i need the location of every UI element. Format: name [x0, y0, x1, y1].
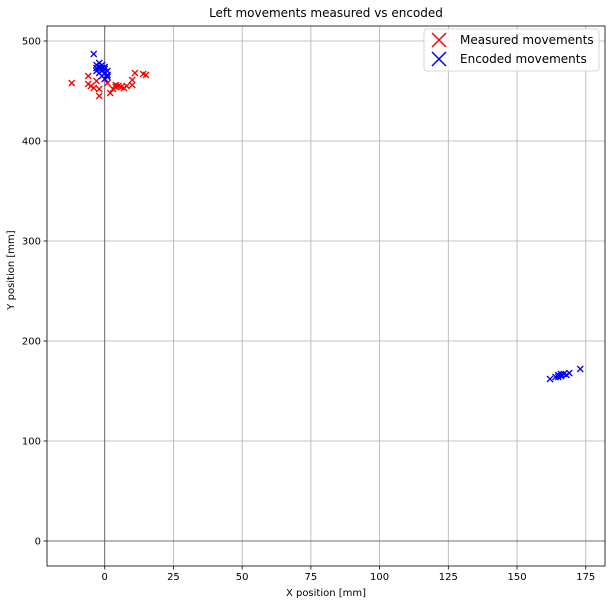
legend: Measured movements Encoded movements	[423, 28, 600, 72]
measured-point	[84, 72, 92, 80]
data-points	[68, 50, 584, 383]
y-tick-label: 200	[22, 337, 41, 348]
measured-point	[142, 71, 150, 79]
measured-point	[90, 84, 98, 92]
legend-label: Encoded movements	[460, 52, 587, 66]
legend-marker-measured	[431, 32, 447, 48]
legend-label: Measured movements	[460, 33, 594, 47]
x-tick-label: 25	[167, 572, 180, 583]
x-tick-label: 125	[439, 572, 458, 583]
grid-lines	[47, 26, 605, 566]
encoded-point	[554, 373, 562, 381]
measured-point	[128, 81, 136, 89]
encoded-point	[104, 73, 111, 81]
measured-point	[106, 89, 114, 97]
y-ticks: 0 100 200 300 400 500	[22, 37, 47, 548]
measured-point	[104, 79, 111, 87]
x-tick-label: 0	[102, 572, 108, 583]
measured-point	[68, 79, 76, 87]
y-tick-label: 100	[22, 437, 41, 448]
encoded-point	[90, 50, 98, 58]
measured-point	[131, 69, 139, 77]
y-tick-label: 400	[22, 137, 41, 148]
legend-marker-encoded	[431, 51, 447, 67]
measured-point	[95, 92, 103, 100]
x-tick-label: 100	[370, 572, 389, 583]
measured-point	[95, 85, 103, 93]
encoded-point	[576, 365, 584, 373]
legend-box	[423, 28, 600, 72]
x-tick-label: 50	[236, 572, 249, 583]
encoded-point	[93, 64, 100, 72]
y-tick-label: 0	[35, 537, 41, 548]
chart-title: Left movements measured vs encoded	[209, 6, 443, 20]
encoded-point	[546, 375, 554, 383]
x-tick-label: 75	[305, 572, 318, 583]
x-tick-label: 175	[576, 572, 595, 583]
y-tick-label: 300	[22, 237, 41, 248]
zero-axis-lines	[47, 26, 605, 566]
y-tick-label: 500	[22, 37, 41, 48]
measured-point	[112, 83, 120, 91]
measured-point	[123, 82, 131, 90]
plot-frame	[46, 25, 606, 567]
x-axis-label: X position [mm]	[286, 588, 366, 599]
y-axis-label: Y position [mm]	[6, 230, 17, 310]
encoded-point	[98, 64, 106, 72]
measured-point	[128, 76, 136, 84]
x-ticks: 0 25 50 75 100 125 150 175	[102, 566, 595, 583]
encoded-point	[565, 369, 573, 377]
measured-point	[93, 77, 100, 85]
encoded-point	[95, 59, 103, 67]
x-tick-label: 150	[507, 572, 526, 583]
